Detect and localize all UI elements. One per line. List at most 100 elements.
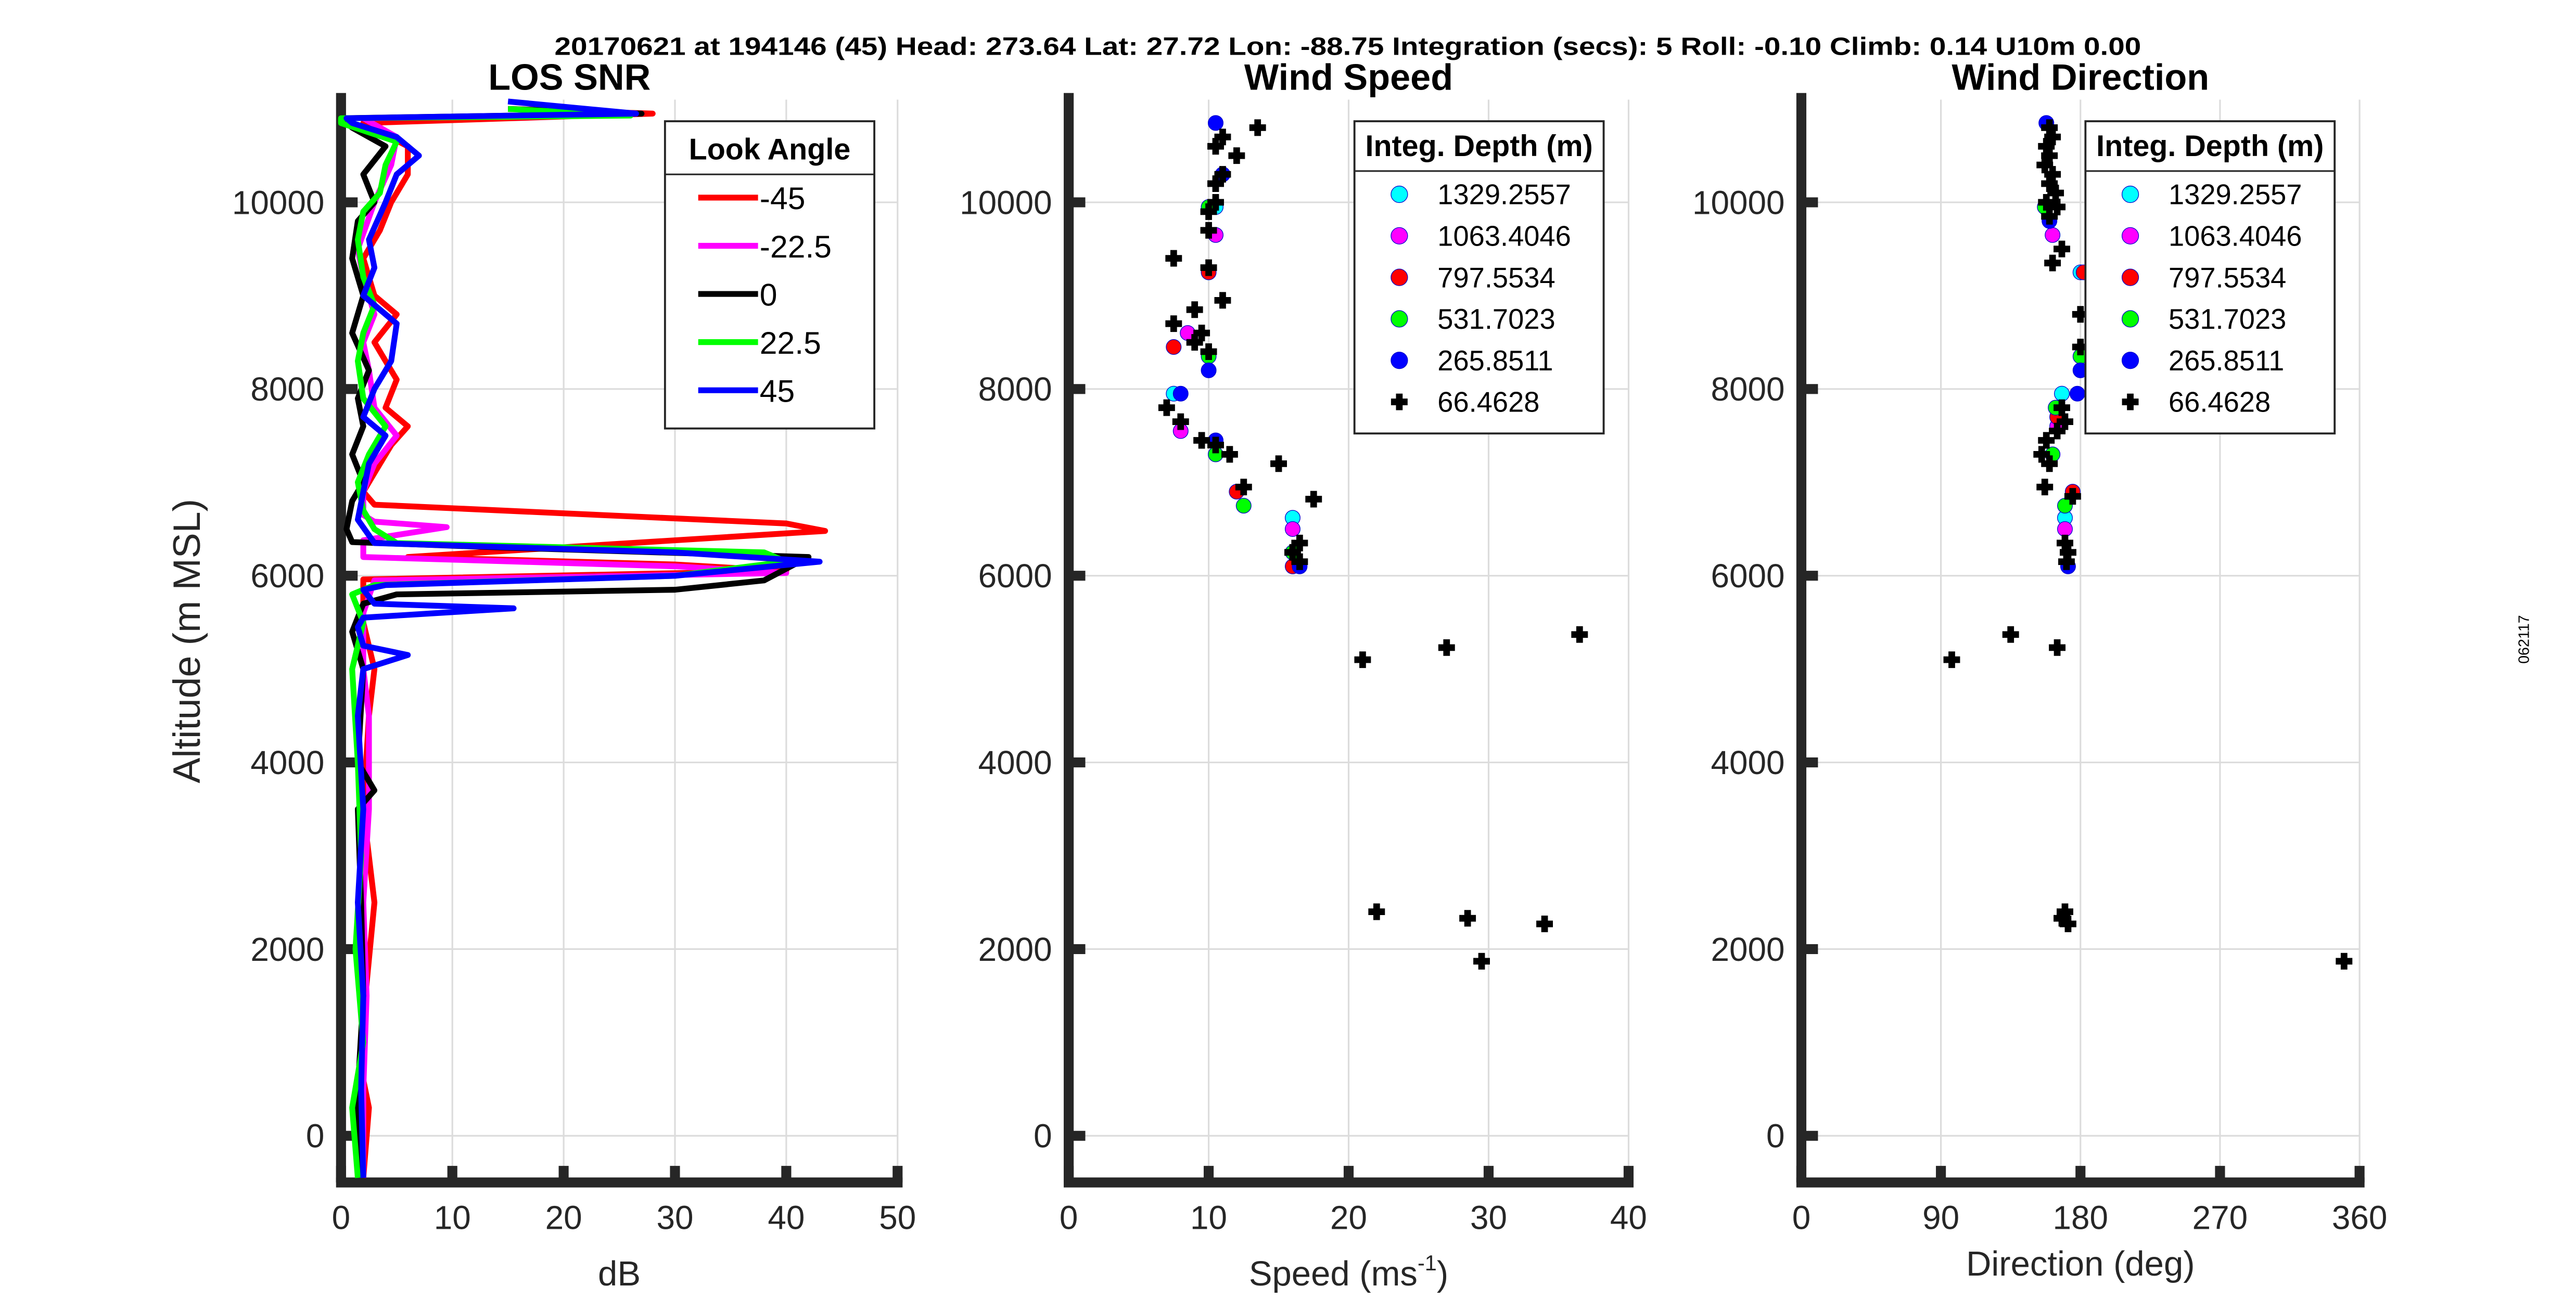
- y-tick-label: 0: [1766, 1117, 1784, 1155]
- legend-label: -45: [760, 181, 806, 216]
- x-axis-label: dB: [598, 1254, 641, 1293]
- x-tick-label: 0: [1060, 1199, 1078, 1236]
- legend-label: 265.8511: [2169, 345, 2284, 377]
- data-point-cross: [1459, 910, 1476, 927]
- data-point-cross: [2049, 639, 2066, 656]
- data-point: [2057, 521, 2073, 537]
- data-point-cross: [2036, 157, 2054, 174]
- y-tick-label: 10000: [232, 184, 325, 221]
- data-point-cross: [1172, 413, 1189, 430]
- legend-label: 0: [760, 277, 777, 312]
- x-tick-label: 40: [1610, 1199, 1647, 1236]
- data-point-cross: [2058, 553, 2075, 570]
- x-axis-label-superscript: -1: [1418, 1251, 1437, 1275]
- chart-title: Wind Direction: [1952, 56, 2209, 97]
- y-tick-label: 10000: [960, 184, 1052, 221]
- data-point-cross: [2064, 488, 2081, 505]
- legend-label: 66.4628: [1437, 387, 1539, 418]
- y-tick-label: 4000: [978, 744, 1052, 781]
- legend-label: 1063.4046: [1437, 220, 1571, 252]
- legend: Integ. Depth (m) 1329.2557 1063.4046 797.55…: [1353, 120, 1605, 435]
- data-point-cross: [2054, 240, 2070, 258]
- y-tick-label: 6000: [1711, 557, 1785, 595]
- data-point-cross: [1943, 651, 1960, 668]
- legend-label: 45: [760, 374, 795, 409]
- legend-swatch: [1391, 227, 1408, 245]
- legend-swatch: [1391, 310, 1408, 328]
- data-point-cross: [1207, 175, 1224, 192]
- data-point-cross: [1200, 259, 1217, 276]
- data-point-cross: [1235, 479, 1252, 496]
- x-axis-label-text: Speed (ms: [1249, 1254, 1418, 1293]
- legend: Integ. Depth (m) 1329.2557 1063.4046 797.55…: [2084, 120, 2336, 435]
- y-tick-label: 2000: [1711, 931, 1785, 968]
- data-point: [1284, 521, 1300, 537]
- data-point-cross: [2041, 119, 2058, 136]
- y-tick-label: 2000: [978, 931, 1052, 968]
- legend-label: 265.8511: [1437, 345, 1553, 377]
- chart-title: Wind Speed: [1244, 56, 1453, 97]
- data-point-cross: [1438, 639, 1455, 656]
- chart-panel-0: 0 10 20 30 40 50 0 2000 4000 6000 8000 10000 LOS SNR…: [165, 56, 916, 1293]
- data-point-cross: [1200, 343, 1217, 360]
- data-point-cross: [1354, 651, 1371, 668]
- data-point-cross: [2057, 534, 2073, 551]
- data-point-cross: [2057, 413, 2073, 430]
- legend-label: 531.7023: [1437, 303, 1555, 335]
- data-point-cross: [1207, 436, 1224, 454]
- legend-title: Integ. Depth (m): [2096, 130, 2324, 163]
- y-tick-label: 8000: [978, 370, 1052, 408]
- y-tick-label: 4000: [1711, 744, 1785, 781]
- x-tick-label: 0: [332, 1199, 351, 1236]
- legend-swatch: [2121, 352, 2139, 369]
- data-point: [2069, 385, 2085, 402]
- data-point-cross: [1193, 432, 1210, 449]
- data-point-cross: [2047, 185, 2064, 201]
- data-point-cross: [1186, 334, 1203, 351]
- data-point: [2045, 227, 2061, 243]
- data-point: [2054, 385, 2070, 402]
- legend-swatch: [2121, 310, 2139, 328]
- legend-title: Integ. Depth (m): [1366, 130, 1593, 163]
- data-point: [1208, 115, 1224, 131]
- chart-panel-1: 0 10 20 30 40 0 2000 4000 6000 8000 10000 Wind Spee…: [960, 56, 1647, 1293]
- legend-swatch: [1391, 268, 1408, 286]
- data-point-cross: [2041, 455, 2058, 472]
- data-point-cross: [1200, 222, 1217, 239]
- data-point-cross: [1228, 147, 1245, 164]
- x-tick-label: 20: [1330, 1199, 1367, 1236]
- legend-title: Look Angle: [689, 133, 851, 166]
- data-point-cross: [2044, 166, 2061, 183]
- data-point-cross: [2038, 194, 2055, 211]
- legend-swatch: [2121, 268, 2139, 286]
- data-point-cross: [2059, 544, 2076, 561]
- x-tick-label: 360: [2332, 1199, 2388, 1236]
- data-point-cross: [1165, 250, 1182, 267]
- legend-label: 66.4628: [2169, 387, 2271, 418]
- legend-swatch: [2122, 393, 2139, 410]
- figure-header: 20170621 at 194146 (45) Head: 273.64 Lat…: [555, 33, 2141, 60]
- x-axis-label-text: dB: [598, 1254, 641, 1293]
- data-point-cross: [1207, 194, 1224, 211]
- y-tick-label: 2000: [250, 931, 324, 968]
- data-point-cross: [2044, 254, 2061, 272]
- legend-label: -22.5: [760, 229, 832, 264]
- data-point-cross: [2044, 128, 2061, 146]
- x-tick-label: 40: [768, 1199, 805, 1236]
- legend-swatch: [1391, 352, 1408, 369]
- data-point: [1172, 385, 1189, 402]
- legend-swatch: [2121, 227, 2139, 245]
- legend-swatch: [2121, 185, 2139, 203]
- x-tick-label: 270: [2192, 1199, 2248, 1236]
- legend-label: 1329.2557: [1437, 179, 1571, 211]
- data-point-cross: [1270, 455, 1287, 472]
- y-tick-label: 6000: [978, 557, 1052, 595]
- data-point-cross: [1305, 491, 1322, 508]
- side-label: 062117: [2516, 615, 2533, 664]
- y-tick-label: 10000: [1692, 184, 1785, 221]
- data-point-cross: [1207, 138, 1224, 155]
- data-point-cross: [1249, 119, 1266, 136]
- y-tick-label: 8000: [1711, 370, 1785, 408]
- data-point: [1235, 498, 1252, 514]
